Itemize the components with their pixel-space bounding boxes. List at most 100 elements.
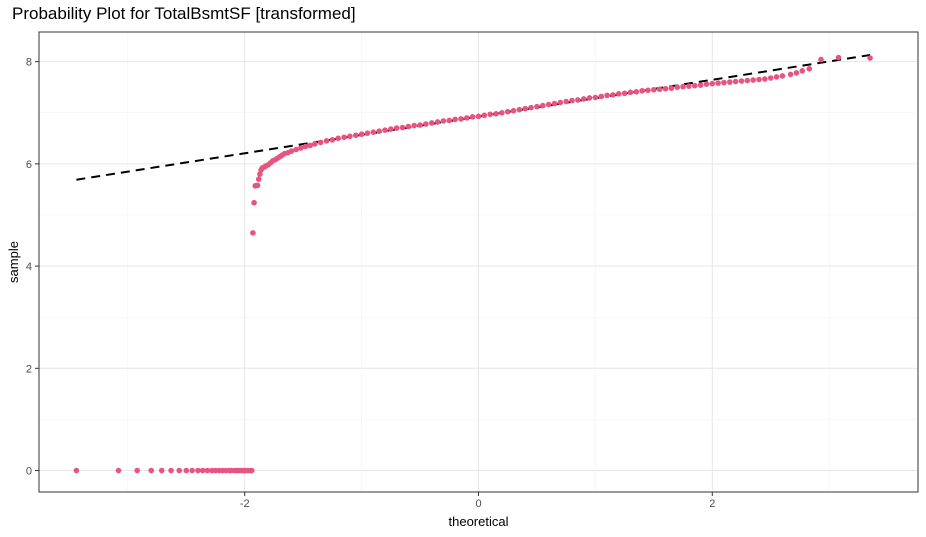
- data-point: [662, 85, 669, 92]
- data-point: [323, 138, 330, 144]
- data-point: [115, 467, 122, 474]
- data-point: [539, 102, 546, 109]
- data-point: [563, 98, 569, 105]
- data-point: [458, 116, 464, 122]
- data-point: [727, 79, 733, 85]
- data-point: [787, 71, 794, 78]
- data-point: [750, 77, 756, 83]
- data-point: [686, 83, 692, 89]
- data-point: [545, 101, 552, 108]
- data-point: [312, 141, 318, 147]
- data-point: [204, 467, 211, 474]
- data-point: [302, 143, 309, 150]
- data-point: [504, 108, 511, 115]
- data-point: [347, 133, 353, 140]
- data-point: [680, 83, 686, 90]
- data-point: [446, 117, 453, 124]
- data-point: [522, 105, 529, 112]
- data-point: [806, 66, 813, 72]
- data-point: [744, 77, 751, 84]
- data-point: [598, 93, 605, 100]
- data-point: [423, 121, 429, 127]
- data-point: [762, 76, 768, 82]
- data-point: [580, 96, 587, 102]
- y-tick-label: 2: [26, 363, 32, 375]
- data-point: [417, 122, 423, 128]
- data-point: [793, 70, 800, 76]
- data-point: [610, 92, 616, 98]
- data-point: [358, 131, 365, 138]
- data-point: [195, 467, 201, 474]
- data-point: [434, 119, 441, 125]
- data-point: [288, 148, 295, 154]
- data-point: [440, 118, 447, 124]
- data-point: [452, 116, 458, 123]
- data-point: [469, 114, 476, 120]
- data-point: [651, 86, 657, 93]
- data-point: [615, 91, 622, 97]
- data-point: [393, 125, 400, 131]
- data-point: [475, 113, 482, 120]
- data-point: [674, 84, 681, 90]
- data-point: [411, 122, 418, 129]
- data-point: [464, 115, 470, 121]
- y-tick-label: 8: [26, 57, 32, 69]
- data-point: [158, 467, 165, 474]
- data-point: [248, 467, 255, 474]
- data-point: [557, 99, 564, 106]
- grid-lines: [39, 32, 918, 492]
- data-point: [818, 56, 824, 63]
- data-point: [250, 230, 256, 236]
- data-point: [376, 128, 382, 134]
- data-point: [510, 107, 517, 114]
- data-point: [756, 76, 762, 83]
- data-point: [575, 97, 581, 103]
- data-point: [779, 73, 786, 79]
- data-point: [493, 110, 499, 117]
- data-point: [134, 467, 140, 474]
- data-point: [668, 85, 675, 92]
- data-point: [148, 467, 155, 474]
- data-point: [656, 86, 663, 93]
- data-point: [592, 94, 599, 101]
- data-point: [364, 130, 371, 136]
- data-point: [307, 142, 313, 149]
- data-point: [293, 146, 299, 153]
- data-point: [621, 90, 628, 97]
- data-point: [645, 87, 651, 94]
- data-point: [255, 176, 262, 182]
- data-points: [73, 54, 873, 474]
- data-point: [405, 123, 412, 130]
- data-point: [715, 80, 721, 86]
- data-point: [551, 100, 558, 107]
- data-point: [703, 81, 710, 87]
- data-point: [867, 55, 873, 61]
- y-tick-label: 6: [26, 159, 32, 171]
- data-point: [481, 112, 488, 119]
- data-point: [528, 104, 534, 111]
- data-point: [254, 182, 261, 189]
- data-point: [534, 103, 540, 110]
- data-point: [168, 467, 174, 474]
- x-tick-label: -2: [240, 498, 250, 510]
- data-point: [499, 109, 505, 116]
- data-point: [738, 78, 745, 84]
- data-point: [370, 129, 377, 135]
- data-point: [627, 89, 634, 96]
- x-tick-label: 2: [709, 498, 715, 510]
- data-point: [335, 135, 342, 142]
- data-point: [835, 54, 842, 61]
- chart-title: Probability Plot for TotalBsmtSF [transf…: [12, 4, 356, 23]
- data-point: [382, 127, 388, 133]
- data-point: [721, 79, 727, 86]
- data-point: [639, 87, 645, 94]
- y-tick-label: 4: [26, 261, 32, 273]
- data-point: [767, 75, 774, 81]
- data-point: [604, 92, 610, 99]
- data-point: [73, 467, 80, 474]
- y-axis-title: sample: [6, 241, 21, 283]
- data-point: [199, 467, 206, 474]
- data-point: [799, 68, 806, 74]
- data-point: [691, 82, 698, 89]
